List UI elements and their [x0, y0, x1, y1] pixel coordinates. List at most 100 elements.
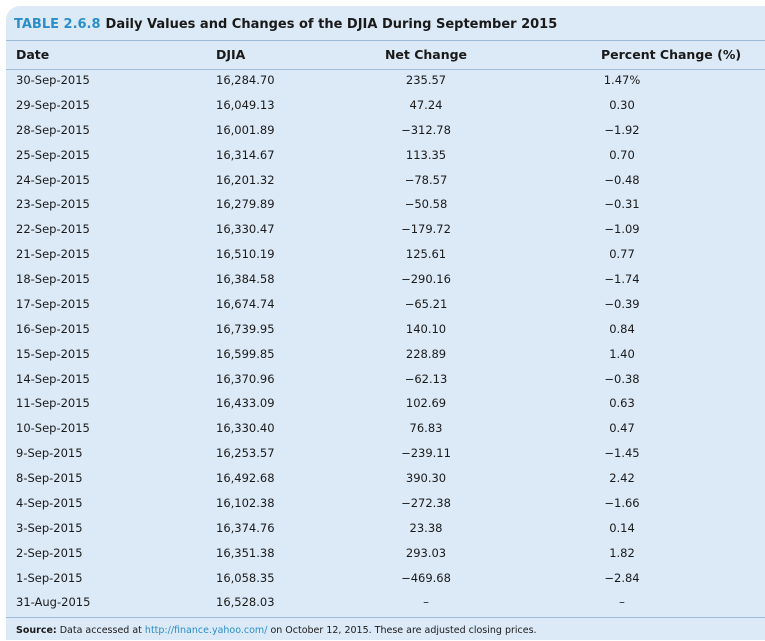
- cell-net-change: −179.72: [401, 222, 451, 237]
- cell-djia: 16,284.70: [216, 73, 275, 87]
- cell-djia: 16,330.47: [216, 222, 275, 237]
- cell-djia: 16,049.13: [216, 97, 275, 112]
- table-caption: Daily Values and Changes of the DJIA Dur…: [105, 17, 558, 32]
- cell-date: 30-Sep-2015: [16, 73, 90, 87]
- cell-djia: 16,384.58: [216, 272, 275, 286]
- cell-djia: 16,674.74: [216, 296, 275, 311]
- table-row: 21-Sep-2015 16,510.19 125.61 0.77: [6, 241, 765, 266]
- cell-djia: 16,528.03: [216, 595, 275, 610]
- column-header-djia: DJIA: [216, 47, 246, 62]
- cell-djia: 16,253.57: [216, 446, 275, 461]
- cell-date: 14-Sep-2015: [16, 371, 90, 386]
- cell-date: 28-Sep-2015: [16, 122, 90, 137]
- cell-percent-change: –: [619, 595, 625, 610]
- cell-date: 3-Sep-2015: [16, 520, 83, 535]
- cell-date: 17-Sep-2015: [16, 296, 90, 311]
- cell-date: 21-Sep-2015: [16, 247, 90, 262]
- cell-net-change: −50.58: [404, 197, 448, 212]
- table-row: 23-Sep-2015 16,279.89 −50.58 −0.31: [6, 191, 765, 216]
- cell-djia: 16,351.38: [216, 545, 275, 560]
- cell-net-change: 140.10: [405, 321, 447, 336]
- cell-date: 18-Sep-2015: [16, 272, 90, 286]
- cell-net-change: 228.89: [405, 346, 447, 361]
- source-link[interactable]: http://finance.yahoo.com/: [144, 625, 268, 636]
- cell-djia: 16,492.68: [216, 471, 275, 485]
- table-row: 9-Sep-2015 16,253.57 −239.11 −1.45: [6, 440, 765, 465]
- column-header-date: Date: [16, 47, 50, 62]
- cell-net-change: 47.24: [409, 97, 443, 112]
- table-row: 2-Sep-2015 16,351.38 293.03 1.82: [6, 540, 765, 565]
- table-row: 8-Sep-2015 16,492.68 390.30 2.42: [6, 465, 765, 490]
- cell-djia: 16,370.96: [216, 371, 275, 386]
- cell-djia: 16,330.40: [216, 421, 275, 436]
- cell-djia: 16,201.32: [216, 172, 275, 187]
- table-header: Date DJIA Net Change Percent Change (%): [6, 40, 765, 70]
- cell-percent-change: −1.45: [604, 446, 640, 461]
- table-row: 1-Sep-2015 16,058.35 −469.68 −2.84: [6, 565, 765, 590]
- table-number: TABLE 2.6.8: [14, 17, 101, 32]
- cell-percent-change: 0.70: [609, 147, 635, 162]
- cell-percent-change: −1.66: [604, 495, 640, 510]
- cell-djia: 16,058.35: [216, 570, 275, 585]
- table-row: 22-Sep-2015 16,330.47 −179.72 −1.09: [6, 216, 765, 241]
- cell-percent-change: 1.82: [609, 545, 635, 560]
- cell-date: 1-Sep-2015: [16, 570, 83, 585]
- table-row: 30-Sep-2015 16,284.70 235.57 1.47%: [6, 67, 765, 92]
- table-row: 11-Sep-2015 16,433.09 102.69 0.63: [6, 390, 765, 415]
- cell-percent-change: 1.40: [609, 346, 635, 361]
- cell-net-change: −312.78: [401, 122, 451, 137]
- cell-djia: 16,739.95: [216, 321, 275, 336]
- cell-percent-change: 0.63: [609, 396, 635, 411]
- cell-net-change: −239.11: [401, 446, 451, 461]
- cell-djia: 16,510.19: [216, 247, 275, 262]
- cell-percent-change: 0.30: [609, 97, 635, 112]
- cell-percent-change: −2.84: [604, 570, 640, 585]
- column-header-percent-change: Percent Change (%): [601, 47, 742, 62]
- table-row: 24-Sep-2015 16,201.32 −78.57 −0.48: [6, 167, 765, 192]
- cell-net-change: 23.38: [409, 520, 443, 535]
- column-header-net-change: Net Change: [384, 47, 468, 62]
- cell-djia: 16,279.89: [216, 197, 275, 212]
- table-row: 18-Sep-2015 16,384.58 −290.16 −1.74: [6, 266, 765, 291]
- table-row: 29-Sep-2015 16,049.13 47.24 0.30: [6, 92, 765, 117]
- cell-net-change: −290.16: [401, 272, 451, 286]
- cell-date: 24-Sep-2015: [16, 172, 90, 187]
- table-row: 10-Sep-2015 16,330.40 76.83 0.47: [6, 415, 765, 440]
- cell-djia: 16,102.38: [216, 495, 275, 510]
- cell-net-change: 102.69: [405, 396, 447, 411]
- cell-net-change: 76.83: [409, 421, 443, 436]
- cell-date: 31-Aug-2015: [16, 595, 91, 610]
- cell-date: 29-Sep-2015: [16, 97, 90, 112]
- table-row: 15-Sep-2015 16,599.85 228.89 1.40: [6, 341, 765, 366]
- table-row: 3-Sep-2015 16,374.76 23.38 0.14: [6, 515, 765, 540]
- cell-date: 11-Sep-2015: [16, 396, 90, 411]
- cell-net-change: –: [423, 595, 429, 610]
- cell-date: 2-Sep-2015: [16, 545, 83, 560]
- cell-percent-change: 2.42: [609, 471, 635, 485]
- cell-date: 16-Sep-2015: [16, 321, 90, 336]
- cell-net-change: 125.61: [405, 247, 447, 262]
- cell-djia: 16,314.67: [216, 147, 275, 162]
- cell-date: 4-Sep-2015: [16, 495, 83, 510]
- cell-net-change: −65.21: [404, 296, 448, 311]
- source-prefix: Data accessed at: [59, 625, 142, 636]
- cell-date: 10-Sep-2015: [16, 421, 90, 436]
- cell-net-change: −272.38: [401, 495, 451, 510]
- cell-net-change: −469.68: [401, 570, 451, 585]
- cell-percent-change: 0.84: [609, 321, 635, 336]
- table-body: 30-Sep-2015 16,284.70 235.57 1.47% 29-Sep-20…: [6, 67, 765, 614]
- cell-date: 8-Sep-2015: [16, 471, 83, 485]
- cell-percent-change: −1.09: [604, 222, 640, 237]
- table-row: 14-Sep-2015 16,370.96 −62.13 −0.38: [6, 366, 765, 391]
- table-footer: Source: Data accessed at http://finance.…: [6, 617, 765, 641]
- cell-date: 25-Sep-2015: [16, 147, 90, 162]
- cell-djia: 16,001.89: [216, 122, 275, 137]
- source-suffix: on October 12, 2015. These are adjusted …: [270, 625, 537, 636]
- table-row: 31-Aug-2015 16,528.03 – –: [6, 589, 765, 614]
- cell-date: 23-Sep-2015: [16, 197, 90, 212]
- cell-percent-change: −0.48: [604, 172, 640, 187]
- cell-net-change: 235.57: [405, 73, 447, 87]
- table-title: TABLE 2.6.8 Daily Values and Changes of t…: [14, 17, 557, 32]
- cell-net-change: 390.30: [405, 471, 447, 485]
- table-panel: [6, 6, 765, 640]
